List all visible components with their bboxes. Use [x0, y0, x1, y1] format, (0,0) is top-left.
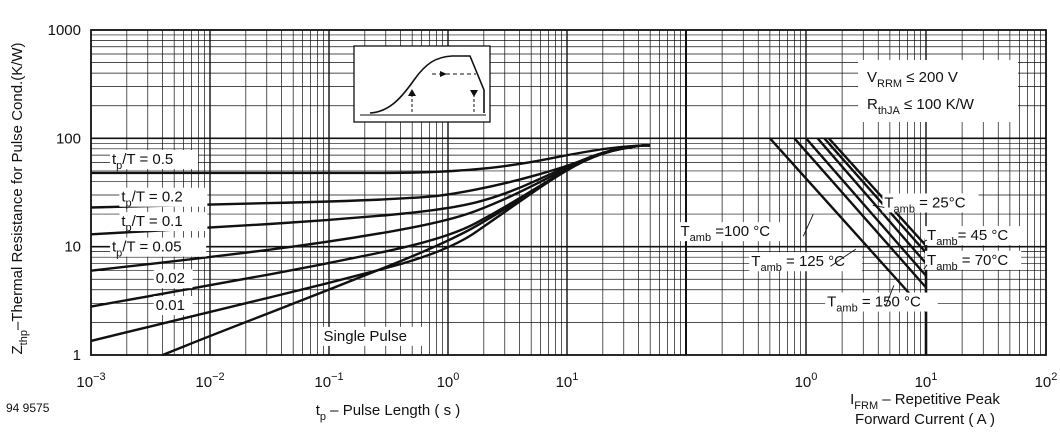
- y-tick-label: 100: [56, 130, 81, 147]
- inset-waveform: [369, 55, 485, 114]
- series-line: [162, 144, 651, 357]
- pulse-shape-inset: [353, 45, 491, 123]
- series-line: [823, 137, 927, 254]
- x-tick-label: 10−1: [314, 371, 343, 391]
- series-line: [816, 137, 927, 265]
- series-label: Tamb =100 °C: [681, 223, 771, 244]
- conditions-box: [858, 60, 1018, 122]
- series-label-bg: [109, 149, 198, 169]
- x-tick-label: 100: [437, 371, 460, 391]
- series-label-bg: [321, 326, 426, 346]
- series-label-bg: [119, 212, 208, 232]
- condition-text: RthJA ≤ 100 K/W: [867, 96, 975, 117]
- x-axis-label-line-2: Forward Current ( A ): [855, 411, 995, 428]
- inset-arrow-up: [408, 89, 416, 96]
- label-leader: [802, 213, 814, 237]
- y-tick-label: 1: [73, 347, 81, 364]
- series-label-bg: [109, 237, 207, 257]
- series-label-bg: [925, 226, 1022, 246]
- series-label-bg: [749, 252, 862, 272]
- inset-arrow-down: [470, 90, 478, 97]
- series-label: Tamb = 70°C: [927, 252, 1008, 273]
- x-tick-label: 101: [915, 371, 938, 391]
- series-label: Tamb = 150 °C: [827, 294, 921, 315]
- series-label-bg: [153, 296, 193, 316]
- series-label: Tamb = 25°C: [884, 194, 965, 215]
- series-line: [769, 137, 927, 313]
- figure-id: 94 9575: [6, 401, 50, 415]
- x-axis-label-line-1: IFRM – Repetitive Peak: [850, 391, 1000, 412]
- inset-arrow-right: [440, 71, 447, 77]
- series-line: [91, 144, 651, 175]
- label-leader: [872, 205, 885, 208]
- x-tick-label: 10−2: [195, 371, 224, 391]
- y-tick-label: 10: [64, 239, 81, 256]
- series-label-bg: [119, 187, 208, 207]
- series-label-bg: [825, 292, 938, 312]
- label-leader: [830, 248, 857, 267]
- x-tick-label: 100: [795, 371, 818, 391]
- label-leader: [922, 239, 928, 243]
- inset-frame: [353, 45, 491, 123]
- series-label: 0.02: [156, 270, 185, 287]
- condition-text: VRRM ≤ 200 V: [867, 69, 958, 90]
- series-label-bg: [925, 250, 1022, 270]
- series-line: [805, 137, 927, 277]
- x-axis-label: tp – Pulse Length ( s ): [316, 402, 461, 423]
- series-label: tp/T = 0.05: [112, 239, 182, 260]
- series-line: [793, 137, 927, 289]
- labels: 1 10 100 1000 10−3 10−2 10−1 100 101 100 101 102 Zth…: [9, 22, 1057, 428]
- x-tick-label: 10−3: [76, 371, 105, 391]
- x-tick-label: 101: [556, 371, 579, 391]
- series-label: Tamb= 45 °C: [927, 227, 1008, 248]
- y-axis-label: Zthp–Thermal Resistance for Pulse Cond.(…: [9, 42, 30, 354]
- series-label-bg: [882, 193, 979, 213]
- label-leader: [923, 264, 928, 270]
- series-label: tp/T = 0.2: [121, 189, 182, 210]
- series-label-bg: [678, 222, 783, 242]
- y-tick-label: 1000: [48, 22, 81, 39]
- series-label: tp/T = 0.1: [121, 213, 182, 234]
- plot-frame: [90, 29, 1047, 356]
- series-label-bg: [153, 269, 193, 289]
- series-label: 0.01: [156, 297, 185, 314]
- x-tick-label: 102: [1035, 371, 1058, 391]
- label-leader: [885, 285, 895, 307]
- series-line: [827, 137, 927, 247]
- series-label: Single Pulse: [324, 328, 407, 345]
- series-label: tp/T = 0.5: [112, 151, 173, 172]
- series-label: Tamb = 125 °C: [751, 253, 845, 274]
